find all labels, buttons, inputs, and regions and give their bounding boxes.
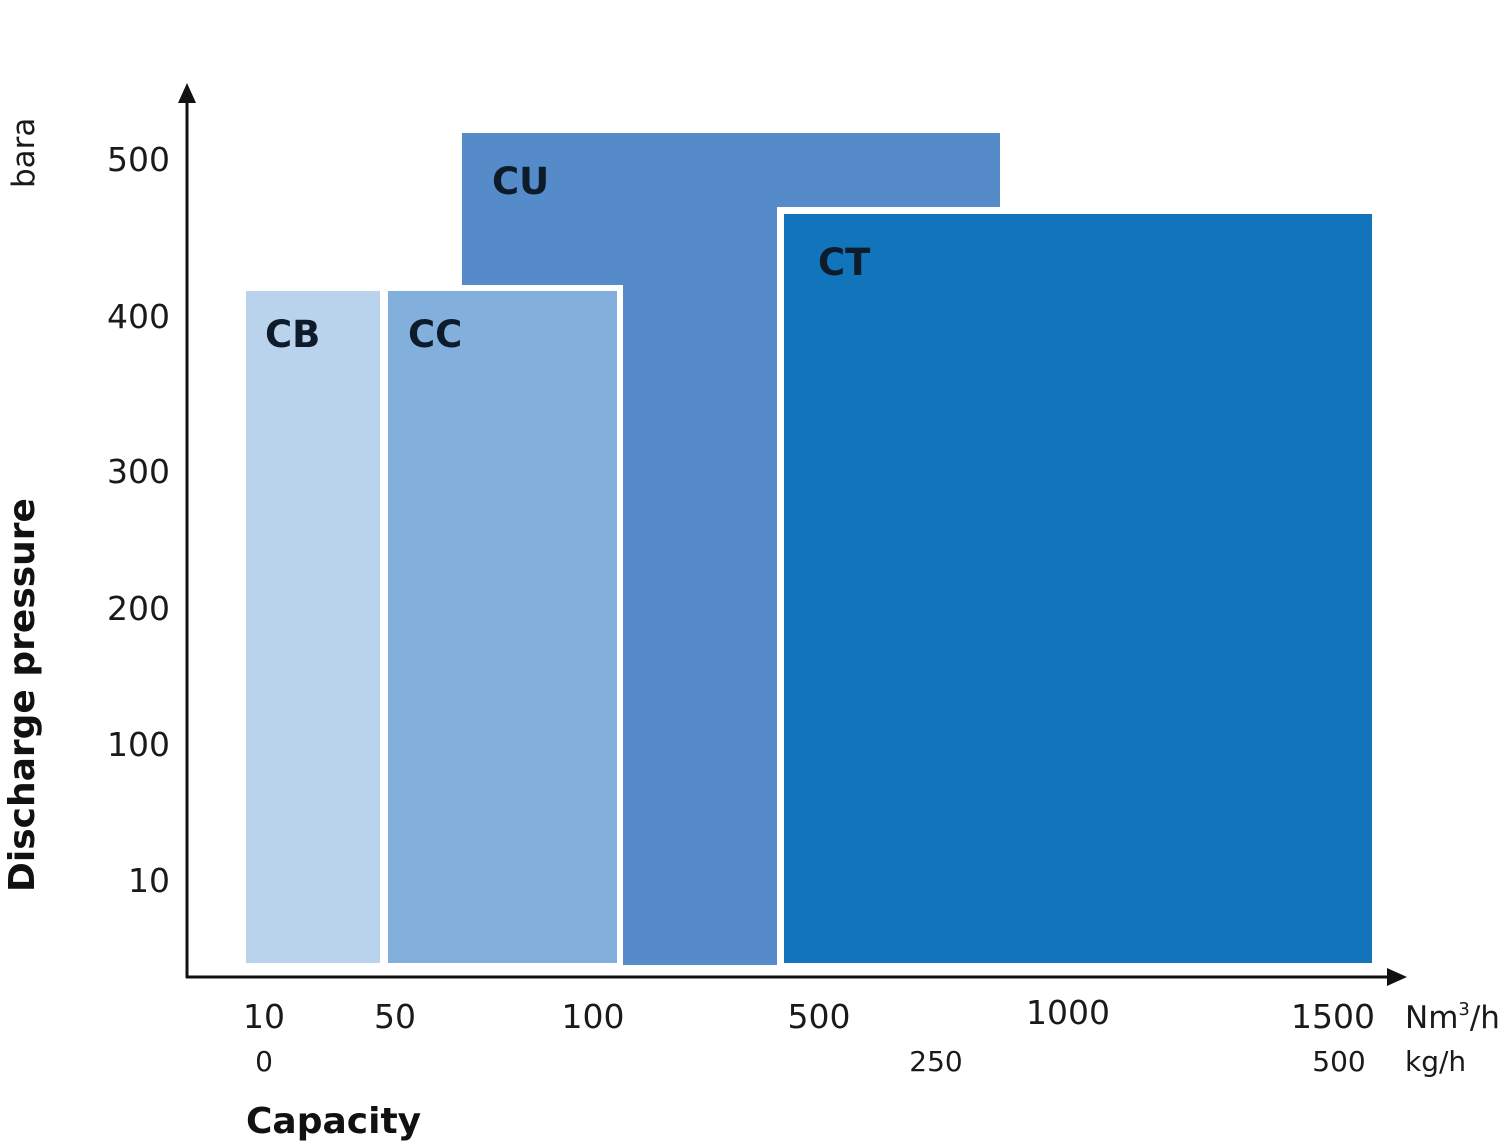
y-tick-label: 200 — [107, 589, 170, 628]
y-tick-label: 400 — [107, 297, 170, 336]
region-cb — [246, 291, 380, 963]
x-tick-label: 100 — [562, 997, 625, 1036]
region-cu-stem — [622, 282, 780, 965]
y-axis-title: Discharge pressure — [2, 498, 43, 892]
x-axis-title: Capacity — [246, 1101, 421, 1142]
region-label-ct: CT — [818, 241, 871, 284]
x-tick-label-secondary: 0 — [255, 1045, 273, 1078]
x-tick-label: 500 — [788, 997, 851, 1036]
region-label-cc: CC — [408, 313, 462, 356]
x-tick-label-secondary: 500 — [1312, 1045, 1365, 1078]
x-unit-secondary: kg/h — [1405, 1045, 1466, 1078]
y-tick-label: 100 — [107, 725, 170, 764]
region-ct — [784, 214, 1372, 963]
x-tick-label: 10 — [243, 997, 285, 1036]
x-unit-primary: Nm3/h — [1405, 999, 1500, 1036]
y-axis-arrow-icon — [178, 83, 196, 103]
y-unit-label: bara — [6, 118, 42, 188]
x-tick-label: 1000 — [1026, 993, 1110, 1032]
x-tick-label: 1500 — [1291, 997, 1375, 1036]
y-tick-label: 10 — [128, 861, 170, 900]
y-tick-label: 500 — [107, 140, 170, 179]
x-axis-arrow-icon — [1387, 968, 1407, 986]
region-label-cu: CU — [492, 160, 549, 203]
x-tick-label-secondary: 250 — [909, 1045, 962, 1078]
y-tick-label: 300 — [107, 452, 170, 491]
region-cc — [388, 291, 617, 963]
region-label-cb: CB — [265, 313, 320, 356]
x-tick-label: 50 — [374, 997, 416, 1036]
